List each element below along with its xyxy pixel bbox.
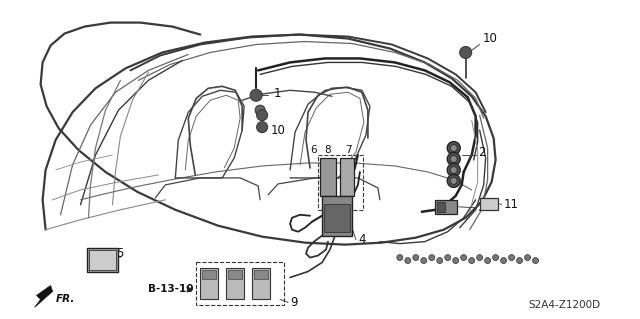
Bar	[86, 248, 118, 271]
Circle shape	[257, 110, 268, 121]
Text: 10: 10	[483, 32, 497, 45]
Text: S2A4-Z1200D: S2A4-Z1200D	[529, 300, 600, 310]
Circle shape	[429, 255, 435, 261]
Text: B-13-10: B-13-10	[148, 285, 194, 294]
Text: 6: 6	[310, 145, 317, 155]
Bar	[320, 158, 336, 196]
Bar	[435, 200, 457, 214]
Circle shape	[436, 257, 443, 263]
Circle shape	[452, 257, 459, 263]
Circle shape	[450, 156, 457, 162]
Circle shape	[447, 174, 460, 187]
Circle shape	[405, 257, 411, 263]
Text: 5: 5	[116, 247, 124, 260]
Text: 3: 3	[477, 201, 485, 214]
Bar	[322, 196, 352, 236]
Circle shape	[447, 163, 460, 176]
Circle shape	[532, 257, 538, 263]
Text: 9: 9	[290, 296, 298, 309]
Text: 8: 8	[324, 145, 332, 155]
Text: 11: 11	[504, 198, 518, 211]
Circle shape	[516, 257, 522, 263]
Circle shape	[525, 255, 531, 261]
Bar	[88, 249, 116, 270]
Text: 7: 7	[344, 145, 351, 155]
Bar	[202, 270, 216, 279]
Circle shape	[450, 167, 457, 174]
Circle shape	[450, 177, 457, 184]
Bar	[196, 262, 284, 305]
Circle shape	[413, 255, 419, 261]
Text: 2: 2	[477, 145, 485, 159]
Circle shape	[450, 145, 457, 152]
Text: 1: 1	[273, 87, 281, 100]
Circle shape	[460, 47, 472, 58]
Circle shape	[509, 255, 515, 261]
Bar	[200, 268, 218, 300]
Bar	[252, 268, 270, 300]
Circle shape	[420, 257, 427, 263]
Circle shape	[468, 257, 475, 263]
Circle shape	[484, 257, 491, 263]
Circle shape	[447, 142, 460, 154]
Circle shape	[500, 257, 507, 263]
Circle shape	[250, 89, 262, 101]
Text: 4: 4	[358, 233, 365, 246]
Polygon shape	[35, 286, 52, 307]
Bar	[318, 155, 363, 210]
Circle shape	[255, 105, 265, 115]
Circle shape	[493, 255, 499, 261]
Bar	[254, 270, 268, 279]
Bar	[226, 268, 244, 300]
Circle shape	[397, 255, 403, 261]
Bar	[479, 198, 498, 210]
Circle shape	[461, 255, 467, 261]
Bar	[340, 158, 354, 196]
Circle shape	[447, 152, 460, 166]
Text: FR.: FR.	[56, 294, 75, 304]
Text: 10: 10	[271, 124, 285, 137]
Bar	[436, 202, 445, 212]
Bar	[324, 204, 350, 232]
Circle shape	[477, 255, 483, 261]
Bar	[228, 270, 242, 279]
Circle shape	[445, 255, 451, 261]
Circle shape	[257, 122, 268, 133]
